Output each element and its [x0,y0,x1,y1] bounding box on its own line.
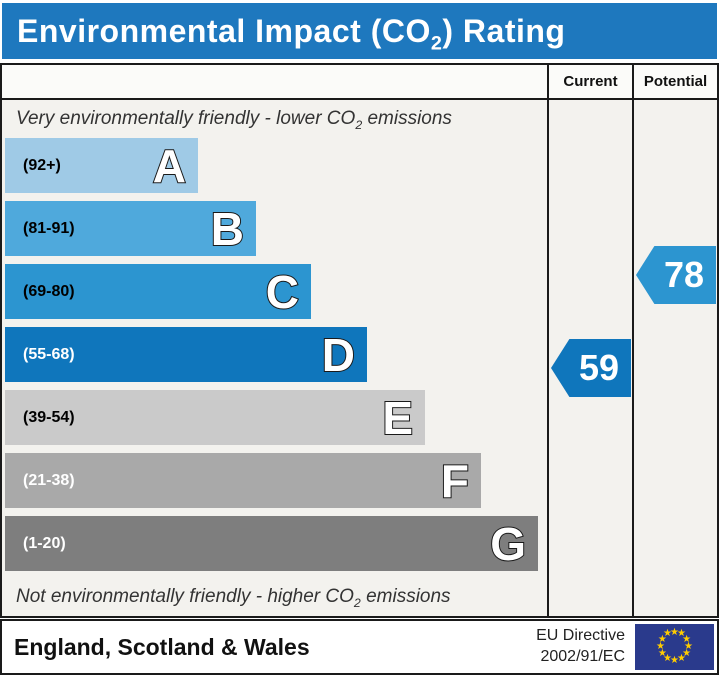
current-column: 59 [547,100,632,616]
band-range-label: (55-68) [23,345,75,363]
page-title: Environmental Impact (CO2) Rating [2,3,717,59]
eu-star-icon: ★ [684,640,693,652]
eu-star-icon: ★ [656,640,665,652]
band-row-d: (55-68) D [5,327,367,382]
band-letter: A [152,139,187,192]
band-row-c: (69-80) C [5,264,311,319]
top-note: Very environmentally friendly - lower CO… [2,100,547,138]
band-letter: F [440,454,470,507]
potential-value: 78 [663,254,705,295]
band-row-f: (21-38) F [5,453,481,508]
band-letter: E [381,391,414,444]
header-cell-potential: Potential [632,65,717,98]
band-row-g: (1-20) G [5,516,538,571]
band-range-label: (69-80) [23,282,75,300]
eu-star-icon: ★ [682,647,692,659]
current-value: 59 [578,347,620,388]
band-range-label: (81-91) [23,219,75,237]
eu-star-icon: ★ [682,633,692,645]
eu-star-icon: ★ [663,628,672,640]
table-body-row: Very environmentally friendly - lower CO… [2,100,717,616]
potential-indicator: 78 [636,246,716,304]
band-letter: G [489,517,527,570]
rating-scale: Very environmentally friendly - lower CO… [2,100,547,616]
bottom-note-text: Not environmentally friendly - higher CO… [16,586,451,610]
footer: England, Scotland & Wales EU Directive 2… [0,619,719,675]
eu-flag-icon: ★ ★ ★ ★ ★ ★ ★ ★ ★ ★ ★ ★ [635,624,714,670]
eu-star-icon: ★ [657,647,667,659]
table-header-row: Current Potential [2,65,717,100]
band-range-label: (92+) [23,156,61,174]
band-range-label: (21-38) [23,471,75,489]
eu-star-icon: ★ [670,654,679,666]
top-note-text: Very environmentally friendly - lower CO… [16,108,452,132]
band-row-b: (81-91) B [5,201,256,256]
rating-table: Current Potential Very environmentally f… [0,63,719,618]
header-cell-main [2,65,547,98]
eu-star-icon: ★ [677,652,686,664]
bottom-note: Not environmentally friendly - higher CO… [2,580,547,614]
band-row-e: (39-54) E [5,390,425,445]
region-label: England, Scotland & Wales [14,633,310,660]
eu-star-icon: ★ [663,652,672,664]
band-letter: C [265,265,300,318]
eu-star-icon: ★ [657,633,667,645]
current-indicator: 59 [551,339,631,397]
eu-star-icon: ★ [677,628,686,640]
title-text: Environmental Impact (CO2) Rating [17,12,566,54]
eu-directive-label: EU Directive 2002/91/EC [536,627,625,665]
band-row-a: (92+) A [5,138,198,193]
band-letter: D [321,328,356,381]
header-cell-current: Current [547,65,632,98]
band-range-label: (1-20) [23,534,66,552]
eu-star-icon: ★ [670,626,679,638]
potential-column: 78 [632,100,717,616]
band-range-label: (39-54) [23,408,75,426]
band-letter: B [210,202,245,255]
